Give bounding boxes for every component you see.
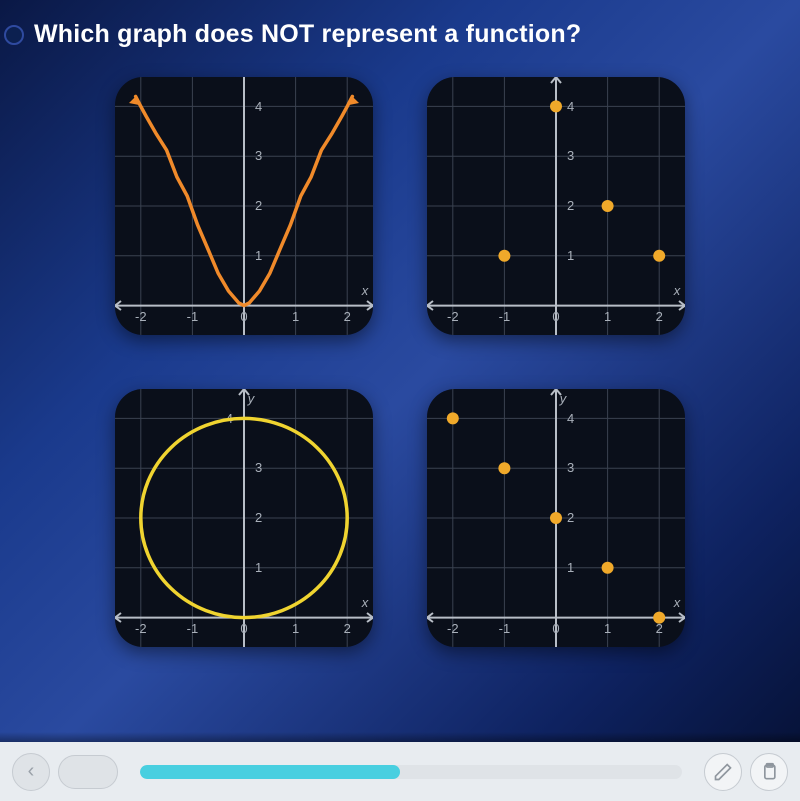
chevron-left-icon: ‹ bbox=[28, 760, 35, 783]
option-card-c[interactable]: -2 -1 0 1 2 1 2 3 4 x y bbox=[115, 389, 373, 647]
option-card-b[interactable]: -2 -1 0 1 2 1 2 3 4 x bbox=[427, 77, 685, 335]
svg-text:-1: -1 bbox=[499, 309, 511, 324]
svg-text:1: 1 bbox=[292, 621, 299, 636]
bottom-toolbar: ‹ bbox=[0, 742, 800, 801]
back-button[interactable]: ‹ bbox=[12, 753, 50, 791]
progress-fill bbox=[140, 765, 400, 779]
svg-text:2: 2 bbox=[656, 309, 663, 324]
clipboard-button[interactable] bbox=[750, 753, 788, 791]
graph-circle: -2 -1 0 1 2 1 2 3 4 x y bbox=[115, 389, 373, 647]
svg-text:0: 0 bbox=[552, 621, 559, 636]
svg-text:0: 0 bbox=[552, 309, 559, 324]
pencil-button[interactable] bbox=[704, 753, 742, 791]
svg-text:0: 0 bbox=[240, 621, 247, 636]
xtick: -2 bbox=[135, 309, 147, 324]
clipboard-icon bbox=[759, 762, 779, 782]
page-counter bbox=[58, 755, 118, 789]
xtick: 0 bbox=[240, 309, 247, 324]
svg-text:-2: -2 bbox=[447, 309, 459, 324]
svg-text:3: 3 bbox=[567, 460, 574, 475]
svg-text:-1: -1 bbox=[187, 621, 199, 636]
svg-text:-2: -2 bbox=[447, 621, 459, 636]
svg-text:4: 4 bbox=[567, 411, 574, 426]
question-indicator bbox=[4, 25, 24, 45]
svg-text:2: 2 bbox=[567, 198, 574, 213]
xtick: -1 bbox=[187, 309, 199, 324]
pencil-icon bbox=[713, 762, 733, 782]
svg-text:4: 4 bbox=[567, 99, 574, 114]
svg-text:3: 3 bbox=[255, 460, 262, 475]
answer-grid: -2 -1 0 1 2 1 2 3 4 x bbox=[0, 77, 800, 647]
xtick: 1 bbox=[292, 309, 299, 324]
svg-text:x: x bbox=[361, 595, 369, 610]
svg-text:1: 1 bbox=[567, 560, 574, 575]
svg-text:1: 1 bbox=[604, 621, 611, 636]
ytick: 3 bbox=[255, 148, 262, 163]
axis-label-x: x bbox=[361, 283, 369, 298]
svg-text:2: 2 bbox=[567, 510, 574, 525]
question-text: Which graph does NOT represent a functio… bbox=[34, 20, 581, 49]
graph-parabola: -2 -1 0 1 2 1 2 3 4 x bbox=[115, 77, 373, 335]
svg-text:y: y bbox=[247, 391, 256, 406]
svg-text:2: 2 bbox=[255, 510, 262, 525]
ytick: 1 bbox=[255, 248, 262, 263]
svg-text:x: x bbox=[673, 595, 681, 610]
svg-text:1: 1 bbox=[567, 248, 574, 263]
option-card-d[interactable]: -2 -1 0 1 2 1 2 3 4 x y bbox=[427, 389, 685, 647]
svg-text:-1: -1 bbox=[499, 621, 511, 636]
graph-scatter-d: -2 -1 0 1 2 1 2 3 4 x y bbox=[427, 389, 685, 647]
svg-text:y: y bbox=[559, 391, 568, 406]
ytick: 4 bbox=[255, 99, 262, 114]
svg-text:2: 2 bbox=[344, 621, 351, 636]
progress-bar bbox=[140, 765, 682, 779]
svg-text:-2: -2 bbox=[135, 621, 147, 636]
svg-text:1: 1 bbox=[255, 560, 262, 575]
xtick: 2 bbox=[344, 309, 351, 324]
svg-text:3: 3 bbox=[567, 148, 574, 163]
graph-scatter-b: -2 -1 0 1 2 1 2 3 4 x bbox=[427, 77, 685, 335]
svg-text:1: 1 bbox=[604, 309, 611, 324]
option-card-a[interactable]: -2 -1 0 1 2 1 2 3 4 x bbox=[115, 77, 373, 335]
scatter-points bbox=[498, 100, 665, 261]
ytick: 2 bbox=[255, 198, 262, 213]
svg-text:x: x bbox=[673, 283, 681, 298]
